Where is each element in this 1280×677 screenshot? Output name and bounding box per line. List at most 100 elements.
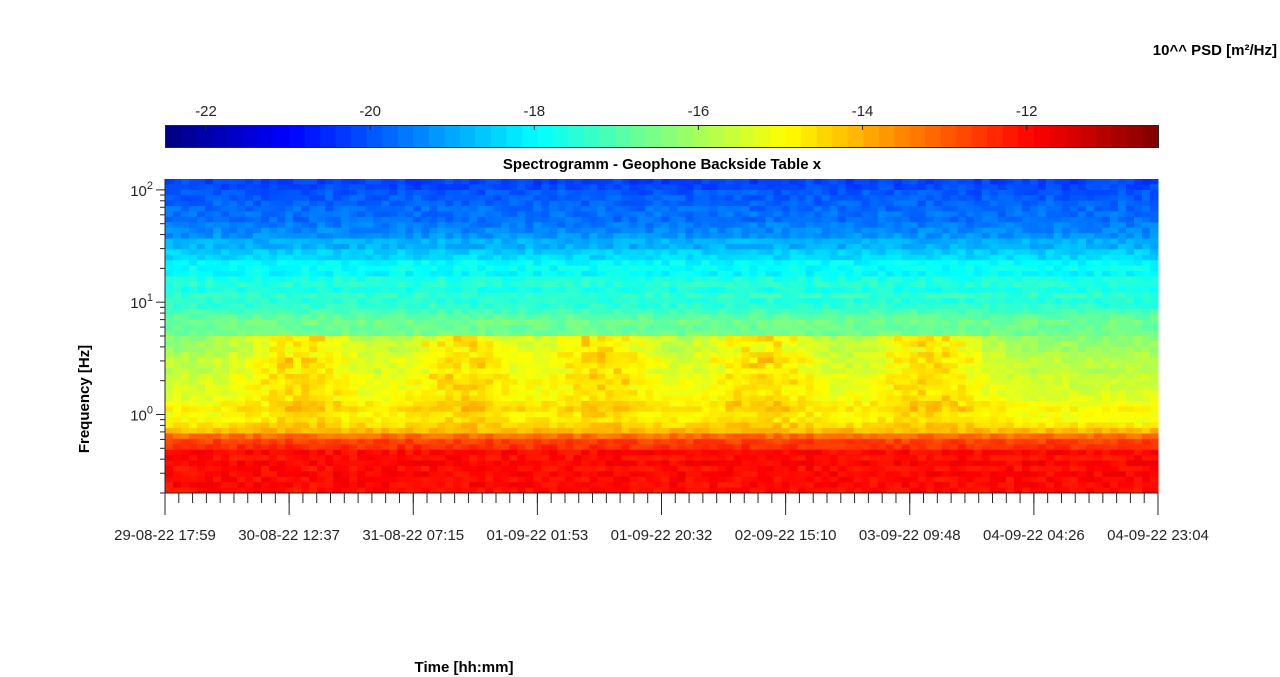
heatmap-cell bbox=[917, 206, 927, 212]
heatmap-cell bbox=[957, 184, 967, 191]
heatmap-cell bbox=[909, 238, 919, 245]
heatmap-cell bbox=[557, 352, 566, 359]
heatmap-cell bbox=[245, 243, 254, 250]
heatmap-cell bbox=[405, 325, 414, 332]
heatmap-cell bbox=[533, 227, 542, 234]
heatmap-cell bbox=[501, 363, 510, 369]
heatmap-cell bbox=[493, 390, 502, 397]
heatmap-cell bbox=[1045, 222, 1055, 229]
heatmap-cell bbox=[309, 298, 318, 305]
heatmap-cell bbox=[725, 298, 735, 305]
heatmap-cell bbox=[965, 308, 975, 315]
heatmap-cell bbox=[629, 287, 638, 294]
heatmap-cell bbox=[613, 308, 622, 315]
heatmap-cell bbox=[333, 276, 342, 283]
heatmap-cell bbox=[213, 189, 222, 196]
heatmap-cell bbox=[221, 195, 230, 202]
heatmap-cell bbox=[301, 238, 310, 245]
heatmap-cell bbox=[1093, 341, 1103, 348]
heatmap-cell bbox=[181, 298, 190, 305]
heatmap-cell bbox=[509, 227, 518, 234]
heatmap-cell bbox=[285, 184, 294, 191]
heatmap-cell bbox=[493, 238, 502, 245]
heatmap-cell bbox=[245, 341, 254, 348]
heatmap-cell bbox=[1005, 379, 1015, 386]
heatmap-cell bbox=[701, 314, 711, 321]
heatmap-cell bbox=[221, 303, 230, 310]
heatmap-cell bbox=[1141, 368, 1151, 375]
heatmap-cell bbox=[381, 281, 390, 288]
heatmap-cell bbox=[525, 384, 534, 391]
heatmap-cell bbox=[613, 373, 622, 380]
heatmap-cell bbox=[941, 238, 951, 245]
heatmap-cell bbox=[1085, 179, 1095, 185]
heatmap-cell bbox=[293, 179, 302, 185]
heatmap-cell bbox=[589, 222, 598, 229]
heatmap-cell bbox=[357, 189, 366, 196]
heatmap-cell bbox=[749, 314, 759, 321]
heatmap-cell bbox=[789, 373, 799, 380]
heatmap-cell bbox=[397, 308, 406, 315]
heatmap-cell bbox=[845, 325, 855, 332]
heatmap-cell bbox=[877, 254, 887, 261]
heatmap-cell bbox=[357, 243, 366, 250]
heatmap-cell bbox=[709, 287, 719, 294]
heatmap-cell bbox=[573, 292, 582, 299]
heatmap-cell bbox=[701, 357, 711, 364]
heatmap-cell bbox=[885, 254, 895, 261]
heatmap-cell bbox=[389, 265, 398, 272]
heatmap-cell bbox=[541, 227, 550, 234]
heatmap-cell bbox=[1133, 325, 1143, 332]
heatmap-cell bbox=[533, 184, 542, 191]
heatmap-cell bbox=[781, 271, 791, 277]
heatmap-cell bbox=[597, 379, 606, 386]
heatmap-cell bbox=[1117, 287, 1127, 294]
heatmap-cell bbox=[501, 216, 510, 223]
heatmap-cell bbox=[533, 260, 542, 267]
heatmap-cell bbox=[773, 227, 783, 234]
heatmap-cell bbox=[421, 287, 430, 294]
heatmap-cell bbox=[941, 287, 951, 294]
heatmap-cell bbox=[229, 298, 238, 305]
heatmap-cell bbox=[829, 281, 839, 288]
heatmap-cell bbox=[213, 265, 222, 272]
heatmap-cell bbox=[1133, 363, 1143, 369]
heatmap-cell bbox=[629, 384, 638, 391]
heatmap-cell bbox=[717, 233, 727, 240]
heatmap-cell bbox=[597, 189, 606, 196]
heatmap-cell bbox=[1037, 352, 1047, 359]
heatmap-cell bbox=[1085, 189, 1095, 196]
heatmap-cell bbox=[621, 379, 630, 386]
heatmap-cell bbox=[661, 200, 671, 207]
heatmap-cell bbox=[997, 184, 1007, 191]
heatmap-cell bbox=[917, 303, 927, 310]
heatmap-cell bbox=[749, 384, 759, 391]
heatmap-cell bbox=[621, 352, 630, 359]
heatmap-cell bbox=[437, 373, 446, 380]
heatmap-cell bbox=[933, 189, 943, 196]
heatmap-cell bbox=[709, 200, 719, 207]
heatmap-cell bbox=[1037, 298, 1047, 305]
heatmap-cell bbox=[213, 379, 222, 386]
heatmap-cell bbox=[605, 276, 614, 283]
heatmap-cell bbox=[781, 222, 791, 229]
heatmap-cell bbox=[213, 179, 222, 185]
heatmap-cell bbox=[461, 184, 470, 191]
heatmap-cell bbox=[741, 260, 751, 267]
heatmap-cell bbox=[229, 243, 238, 250]
heatmap-cell bbox=[405, 298, 414, 305]
heatmap-cell bbox=[581, 357, 590, 364]
heatmap-cell bbox=[669, 184, 679, 191]
heatmap-cell bbox=[349, 254, 358, 261]
heatmap-cell bbox=[853, 200, 863, 207]
colorbar-step bbox=[490, 125, 507, 147]
heatmap-cell bbox=[437, 384, 446, 391]
heatmap-cell bbox=[845, 233, 855, 240]
heatmap-cell bbox=[1013, 341, 1023, 348]
heatmap-cell bbox=[445, 363, 454, 369]
heatmap-cell bbox=[861, 303, 871, 310]
heatmap-cell bbox=[205, 319, 214, 326]
heatmap-cell bbox=[485, 357, 494, 364]
heatmap-cell bbox=[557, 298, 566, 305]
heatmap-cell bbox=[1005, 373, 1015, 380]
